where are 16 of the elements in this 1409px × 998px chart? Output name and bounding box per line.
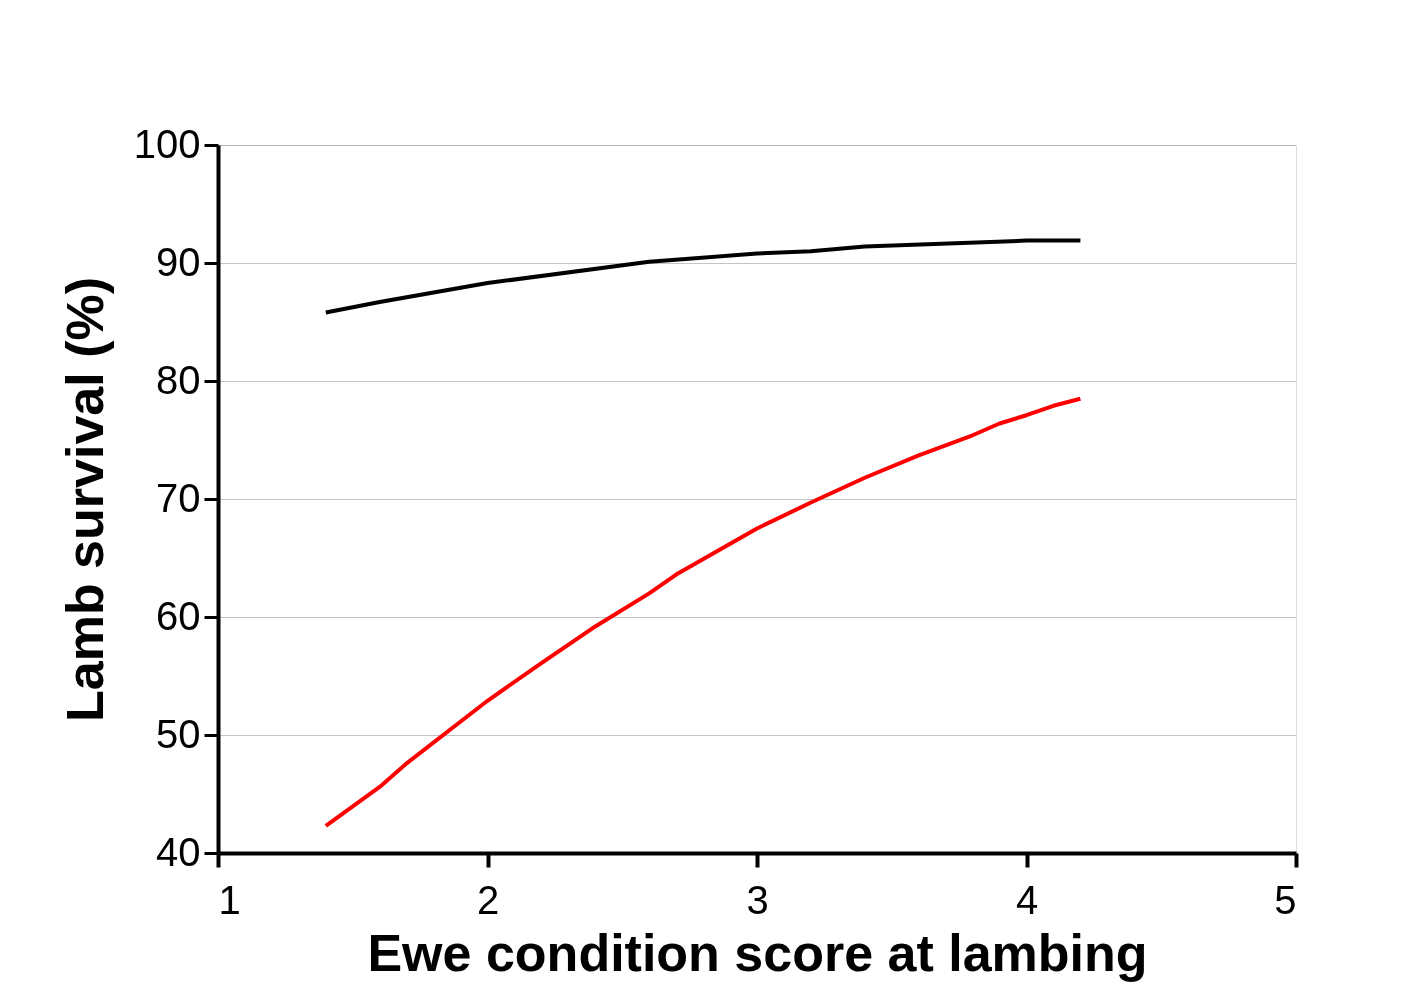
- y-tick-label: 90: [156, 239, 201, 284]
- line-series: [323, 238, 1083, 315]
- y-tick-label: 50: [156, 711, 201, 756]
- y-axis-title: Lamb survival (%): [55, 276, 114, 723]
- x-tick-label: 2: [476, 877, 500, 922]
- y-tick-label: 60: [156, 593, 201, 638]
- y-tick-label: 40: [156, 829, 201, 874]
- line-series: [323, 396, 1083, 828]
- x-tick-label: 5: [1274, 877, 1297, 922]
- y-tick-label: 100: [133, 121, 201, 166]
- x-tick-label: 1: [218, 877, 241, 922]
- x-tick-label: 4: [1015, 877, 1039, 922]
- y-tick-label: 70: [156, 475, 201, 520]
- y-tick-label: 80: [156, 357, 201, 402]
- x-axis-title: Ewe condition score at lambing: [367, 923, 1148, 982]
- x-tick-label: 3: [746, 877, 769, 922]
